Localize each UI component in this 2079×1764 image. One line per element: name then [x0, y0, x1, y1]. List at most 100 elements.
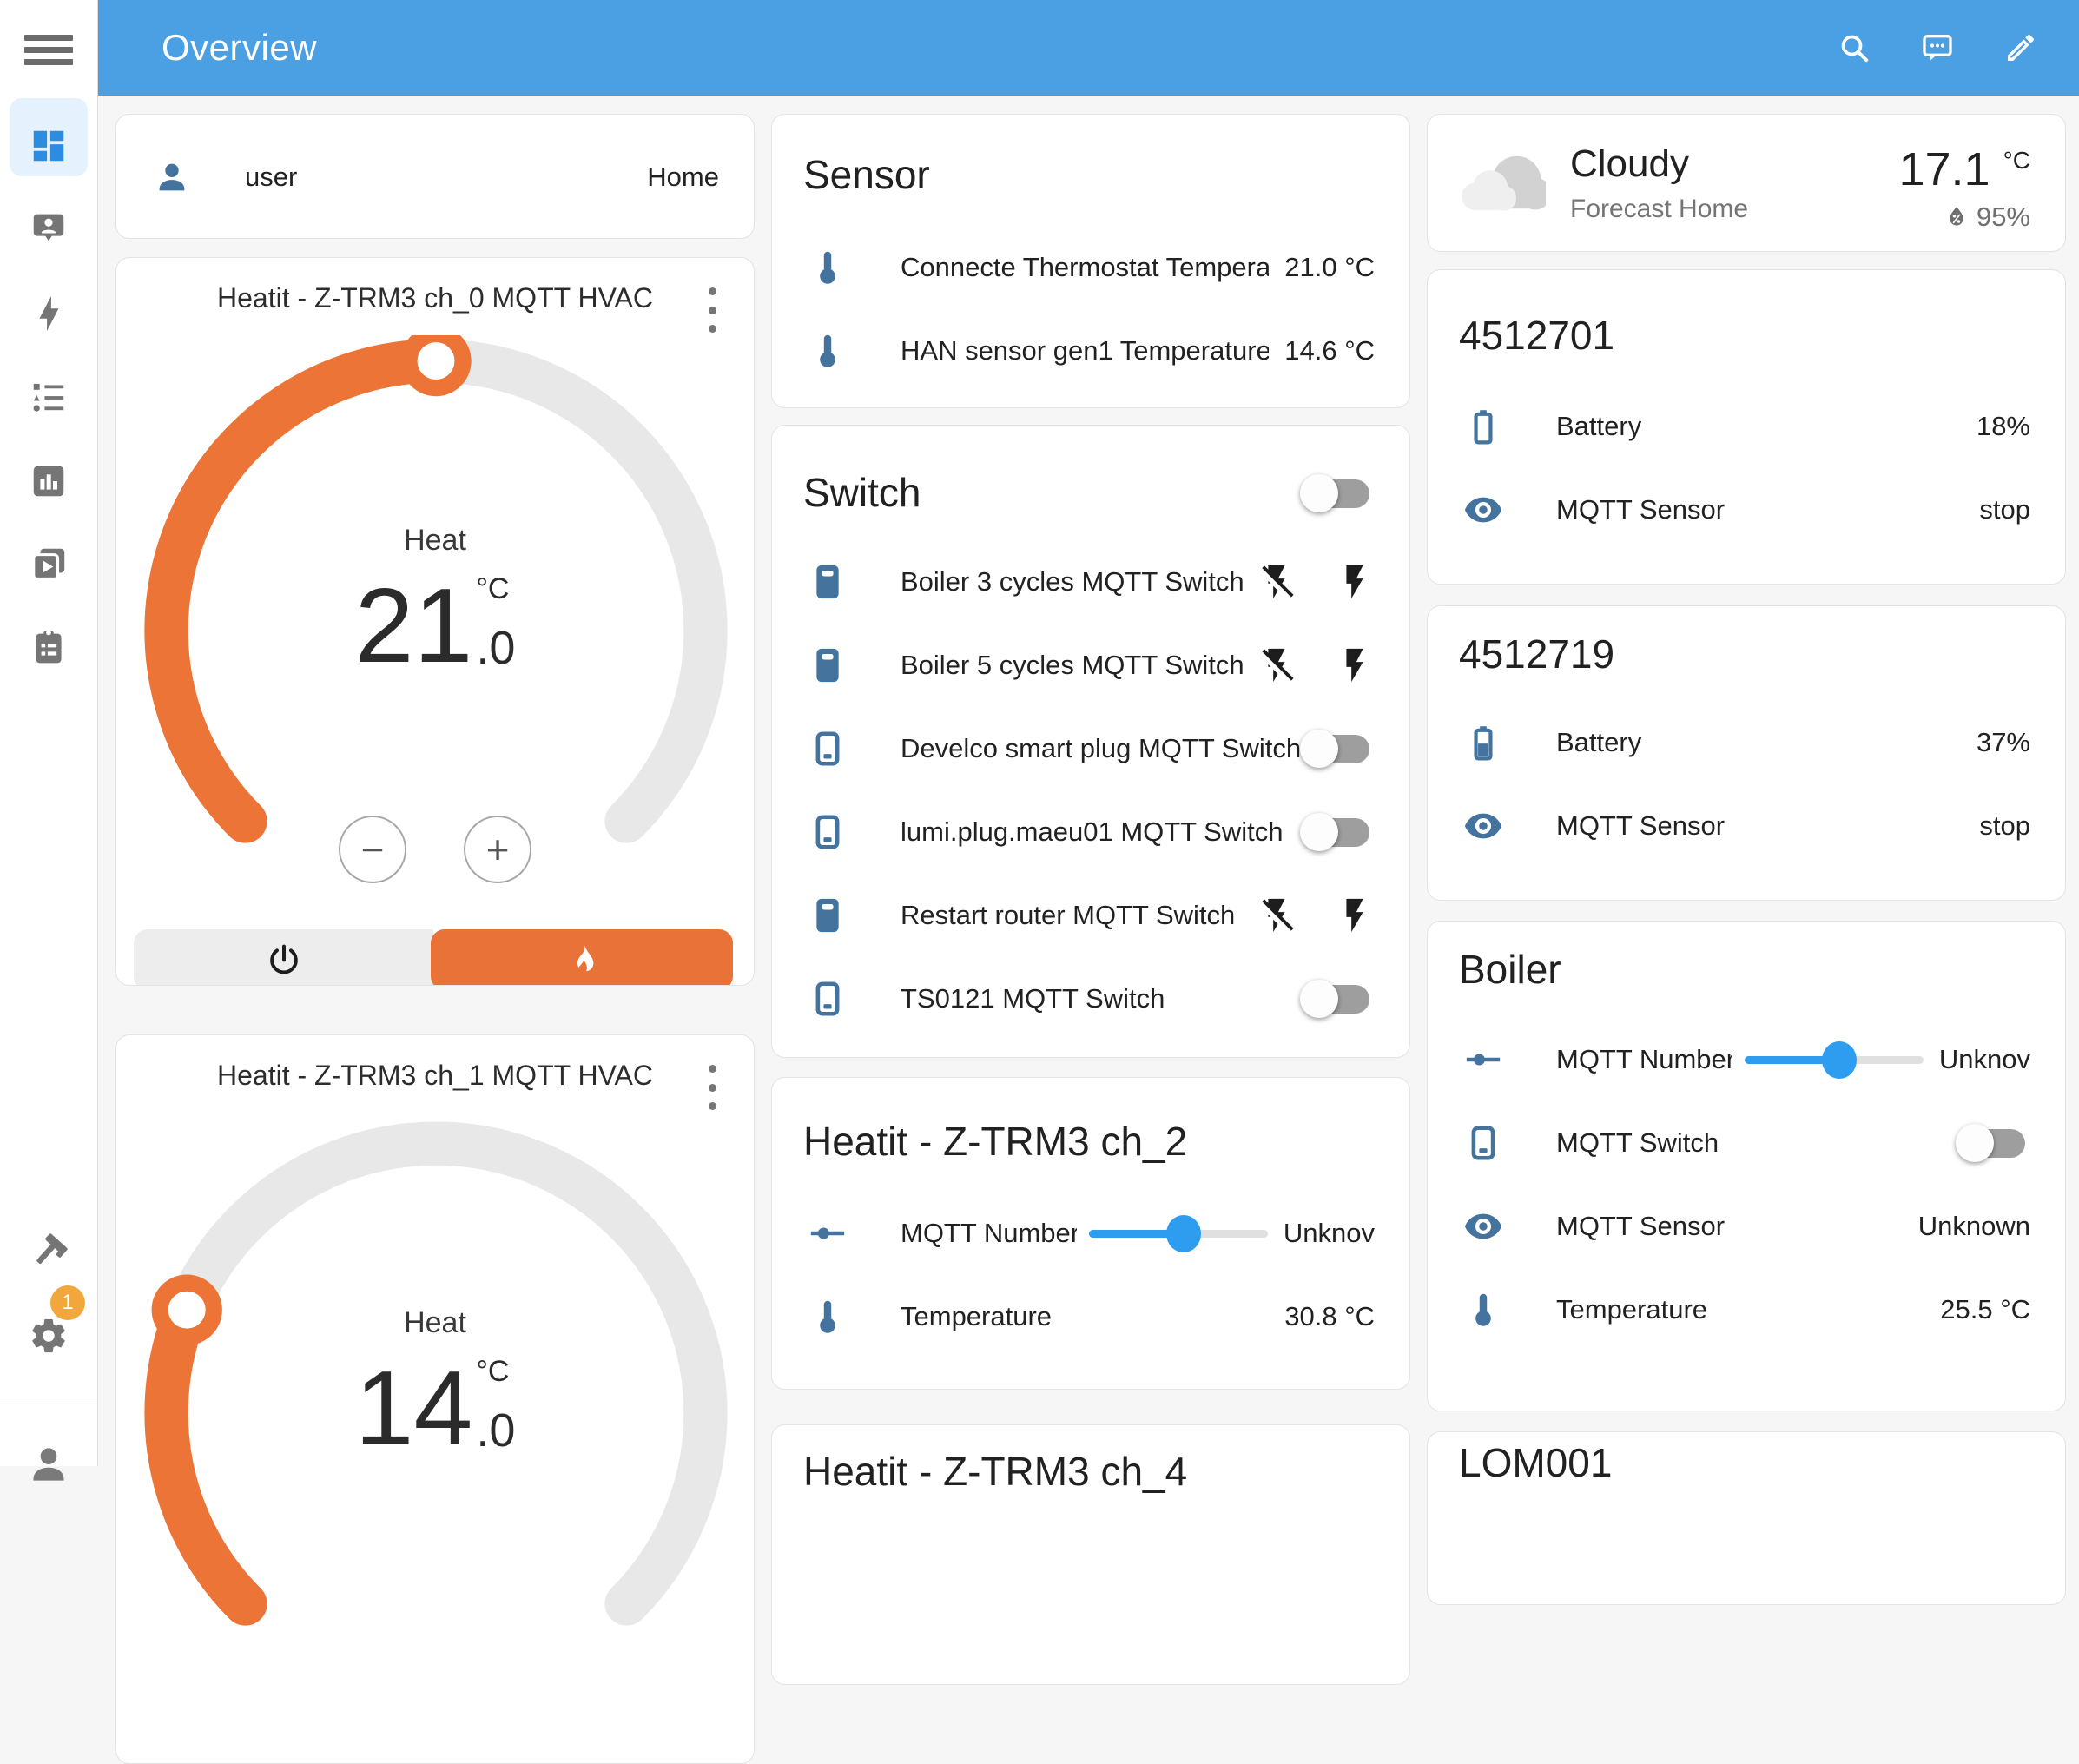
entity-row[interactable]: Develco smart plug MQTT Switch — [772, 707, 1409, 790]
entity-state: 21.0 °C — [1284, 252, 1375, 282]
notification-badge: 1 — [50, 1285, 85, 1320]
entity-name: TS0121 MQTT Switch — [901, 983, 1165, 1014]
entity-row[interactable]: MQTT Switch — [1428, 1101, 2065, 1185]
kebab-menu-icon[interactable] — [693, 287, 731, 333]
card-title: Heatit - Z-TRM3 ch_4 — [803, 1449, 1188, 1494]
sidebar-item-todo[interactable] — [0, 607, 97, 687]
hvac-heat-button[interactable] — [430, 929, 733, 985]
entity-name: Connecte Thermostat Temperature — [901, 252, 1269, 282]
entity-row[interactable]: MQTT Number Unknov — [1428, 1018, 2065, 1101]
entity-row[interactable]: Battery 18% — [1428, 385, 2065, 468]
entity-name: lumi.plug.maeu01 MQTT Switch — [901, 816, 1284, 847]
flash-off-icon[interactable] — [1257, 895, 1297, 935]
entity-row[interactable]: Boiler 5 cycles MQTT Switch — [772, 624, 1409, 707]
sidebar-item-developer-tools[interactable] — [0, 1211, 97, 1291]
light-switch-off-icon — [808, 979, 848, 1019]
flash-off-icon[interactable] — [1257, 645, 1297, 685]
number-slider[interactable] — [1088, 1212, 1268, 1254]
entity-row[interactable]: Restart router MQTT Switch — [772, 874, 1409, 957]
entity-row[interactable]: Temperature 30.8 °C — [772, 1275, 1409, 1358]
sidebar-item-history[interactable] — [0, 441, 97, 521]
entity-name: MQTT Sensor — [1556, 494, 1726, 525]
kebab-menu-icon[interactable] — [693, 1065, 731, 1110]
entity-name: Develco smart plug MQTT Switch — [901, 733, 1300, 763]
device-4512701-card: 4512701 Battery 18% MQTT Sensor stop — [1427, 269, 2066, 585]
entity-name: Boiler 3 cycles MQTT Switch — [901, 566, 1244, 597]
lom001-card: LOM001 — [1427, 1431, 2066, 1605]
entity-row[interactable]: Battery 37% — [1428, 701, 2065, 784]
pencil-icon — [2003, 30, 2038, 65]
card-title: Heatit - Z-TRM3 ch_1 MQTT HVAC — [217, 1060, 653, 1091]
sidebar-item-overview[interactable] — [0, 98, 97, 186]
entity-state: 30.8 °C — [1284, 1301, 1375, 1331]
entity-name: MQTT Sensor — [1556, 810, 1726, 841]
entity-row[interactable]: MQTT Sensor stop — [1428, 784, 2065, 868]
card-title: 4512719 — [1459, 631, 1615, 677]
user-location: Home — [647, 162, 719, 192]
user-card[interactable]: user Home — [116, 114, 755, 239]
play-box-multiple-icon — [29, 544, 69, 584]
menu-icon[interactable] — [24, 35, 73, 66]
entity-row[interactable]: Boiler 3 cycles MQTT Switch — [772, 540, 1409, 624]
flash-icon[interactable] — [1335, 645, 1375, 685]
sidebar-item-people[interactable] — [0, 188, 97, 268]
flash-icon[interactable] — [1335, 562, 1375, 602]
boiler-card: Boiler MQTT Number Unknov MQTT Switch MQ… — [1427, 921, 2066, 1411]
sidebar-item-settings[interactable]: 1 — [0, 1285, 97, 1376]
entity-name: MQTT Number — [901, 1218, 1077, 1248]
entity-row[interactable]: TS0121 MQTT Switch — [772, 957, 1409, 1041]
lightning-bolt-icon — [29, 294, 69, 334]
entity-row[interactable]: HAN sensor gen1 Temperature 14.6 °C — [772, 309, 1409, 393]
weather-card[interactable]: Cloudy Forecast Home 17.1 °C 95% — [1427, 114, 2066, 252]
thermometer-icon — [808, 248, 848, 287]
switch-card: Switch Boiler 3 cycles MQTT Switch Boile… — [771, 425, 1410, 1058]
hvac-mode-selector — [134, 929, 733, 985]
user-name: user — [245, 162, 298, 192]
entity-row[interactable]: MQTT Sensor stop — [1428, 468, 2065, 552]
entity-row[interactable]: Temperature 25.5 °C — [1428, 1268, 2065, 1351]
switch-group-toggle[interactable] — [1300, 472, 1375, 514]
dial-handle[interactable] — [151, 1274, 222, 1345]
chat-icon — [1920, 30, 1955, 65]
sidebar-item-energy[interactable] — [0, 274, 97, 353]
entity-row[interactable]: MQTT Sensor Unknown — [1428, 1185, 2065, 1268]
entity-state: 37% — [1976, 727, 2030, 757]
eye-icon — [1463, 1206, 1503, 1246]
entity-row[interactable]: lumi.plug.maeu01 MQTT Switch — [772, 790, 1409, 874]
thermostat-card-ch1: Heatit - Z-TRM3 ch_1 MQTT HVAC Heat 14 °… — [116, 1034, 755, 1764]
light-switch-on-icon — [808, 895, 848, 935]
entity-name: Temperature — [901, 1301, 1053, 1331]
thermometer-icon — [1463, 1290, 1503, 1330]
entity-name: Battery — [1556, 727, 1642, 757]
entity-row[interactable]: Connecte Thermostat Temperature 21.0 °C — [772, 226, 1409, 309]
hvac-off-button[interactable] — [134, 929, 433, 985]
number-slider[interactable] — [1744, 1039, 1924, 1080]
light-switch-on-icon — [808, 645, 848, 685]
edit-dashboard-button[interactable] — [1997, 24, 2044, 71]
temp-increase-button[interactable]: + — [464, 816, 531, 883]
temp-decrease-button[interactable]: − — [339, 816, 406, 883]
dial-handle[interactable] — [400, 335, 472, 397]
minus-icon: − — [360, 827, 385, 872]
entity-toggle[interactable] — [1956, 1122, 2030, 1164]
temp-unit: °C — [476, 1355, 510, 1388]
entity-toggle[interactable] — [1300, 728, 1375, 770]
entity-row[interactable]: MQTT Number Unknov — [772, 1192, 1409, 1275]
sidebar-item-media[interactable] — [0, 524, 97, 604]
flash-icon[interactable] — [1335, 895, 1375, 935]
entity-toggle[interactable] — [1300, 811, 1375, 853]
entity-name: Restart router MQTT Switch — [901, 900, 1236, 930]
app-header: Overview — [97, 0, 2079, 96]
sidebar-item-logbook[interactable] — [0, 358, 97, 438]
assist-button[interactable] — [1914, 24, 1961, 71]
entity-state: Unknov — [1283, 1218, 1375, 1248]
thermostat-dial[interactable] — [141, 335, 731, 926]
entity-name: MQTT Sensor — [1556, 1211, 1726, 1241]
entity-name: HAN sensor gen1 Temperature — [901, 335, 1270, 366]
entity-toggle[interactable] — [1300, 978, 1375, 1020]
search-button[interactable] — [1831, 24, 1878, 71]
flash-off-icon[interactable] — [1257, 562, 1297, 602]
hvac-action-label: Heat — [404, 1306, 466, 1339]
account-icon — [152, 157, 192, 197]
sidebar-item-user-profile[interactable] — [0, 1424, 97, 1504]
